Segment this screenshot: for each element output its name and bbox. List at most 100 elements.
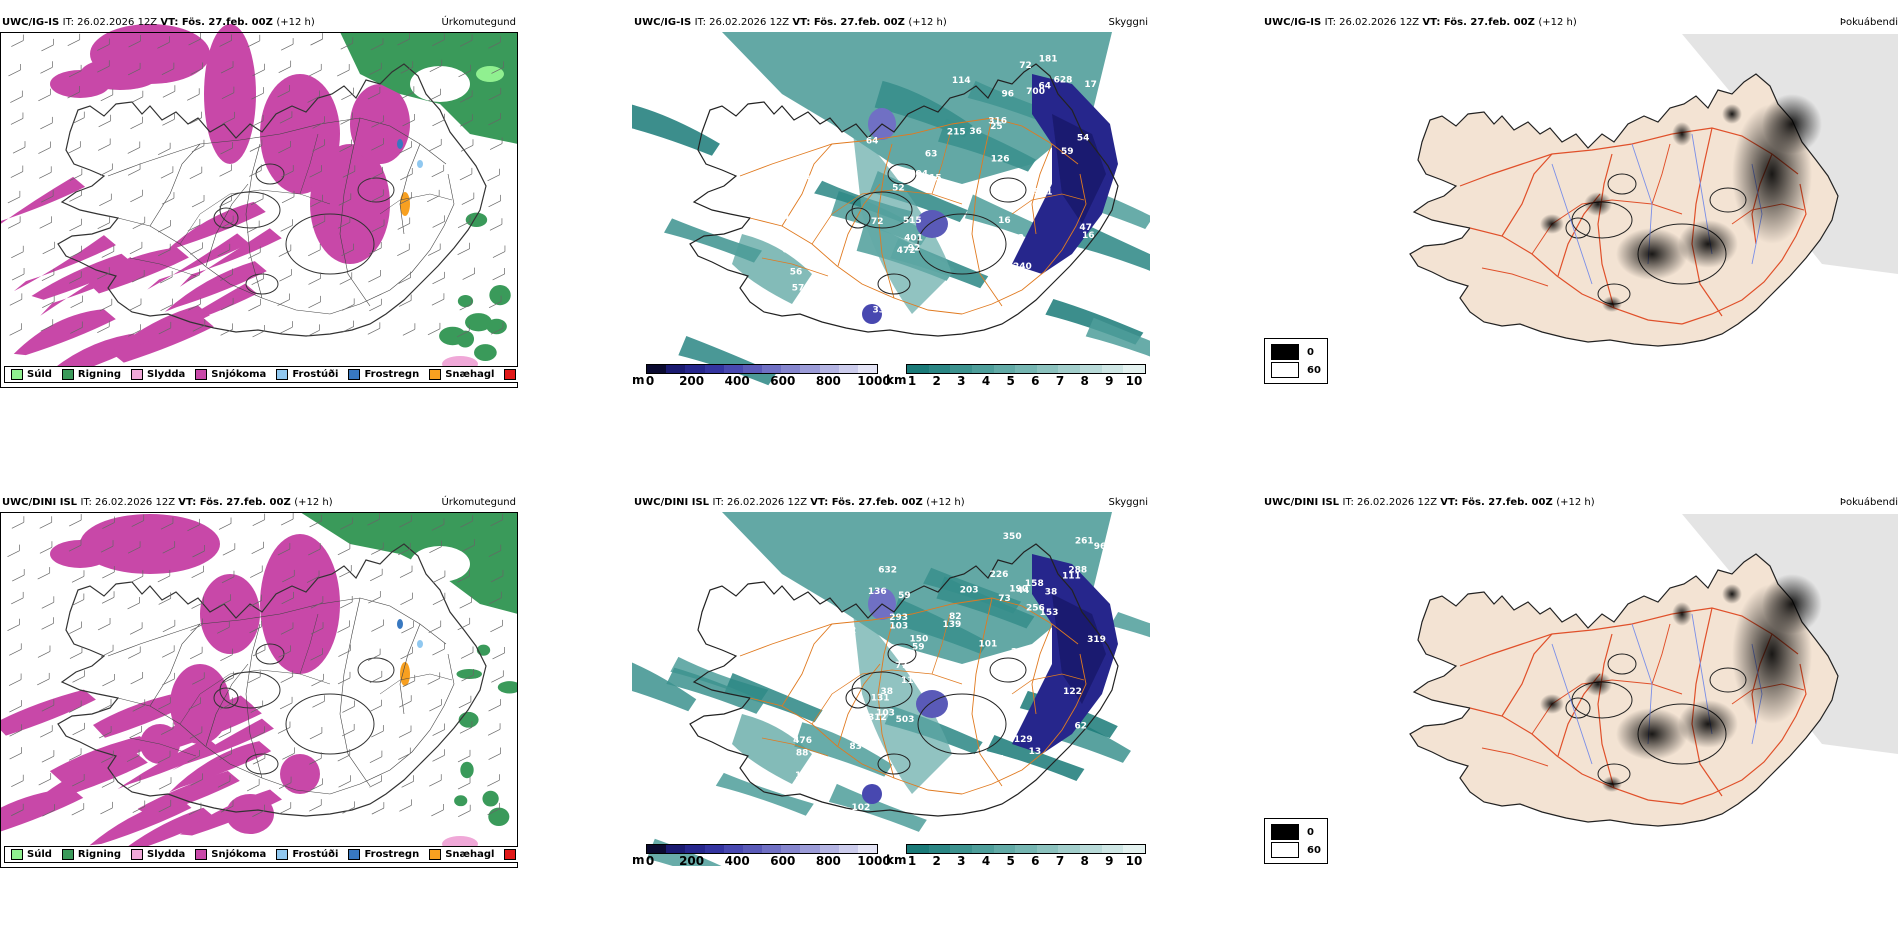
legend-label: 60 [1307, 364, 1321, 376]
colorbar-tick: 2 [932, 374, 941, 386]
cloud-base-label: 13 [1029, 747, 1042, 757]
road-line [1481, 267, 1549, 287]
cloud-base-label: 36 [969, 127, 982, 137]
colorbar-tick: 6 [1031, 374, 1040, 386]
precip-legend-item: Snjókoma [195, 849, 266, 860]
road-line [1031, 143, 1053, 235]
cloud-base-label: 316 [988, 116, 1007, 126]
cloud-base-label: 256 [1026, 603, 1045, 613]
iceland-map [57, 543, 487, 817]
road-line [129, 257, 197, 277]
panel-title: Úrkomutegund [441, 497, 516, 508]
precip-legend: Súld Rigning Slydda Snjókoma Frostúði Frostre… [4, 846, 518, 863]
road-line [117, 697, 331, 795]
snow-area [310, 144, 390, 264]
visibility-colorbar: km 1 2 3 4 5 6 7 8 9 10 [886, 844, 1146, 866]
road-line [245, 623, 263, 779]
init-time: 26.02.2026 12Z [1339, 17, 1423, 28]
panel-header: UWC/IG-IS IT: 26.02.2026 12Z VT: Fös. 27… [0, 14, 518, 34]
road-line [329, 653, 455, 795]
precip-legend-item: Snjókoma [195, 369, 266, 380]
glacier-outline [285, 693, 375, 755]
cloud-base-label: 95 [992, 755, 1005, 765]
cloud-base-label: 136 [868, 587, 887, 597]
it-label: IT: [1324, 17, 1340, 28]
colorbar-tick: 400 [724, 374, 750, 386]
fog-area [1678, 220, 1738, 268]
river-line [1551, 163, 1593, 285]
colorbar-tick: 1000 [857, 374, 891, 386]
colorbar-tick: 9 [1105, 854, 1114, 866]
it-label: IT: [62, 17, 78, 28]
rain-area [300, 512, 518, 614]
snow-area [164, 261, 267, 312]
run-info: UWC/DINI ISL IT: 26.02.2026 12Z VT: Fös.… [2, 494, 333, 512]
cloud-base-label: 101 [979, 640, 998, 650]
colorbar-tick: 4 [981, 854, 991, 866]
lead-time: (+12 h) [1556, 497, 1595, 508]
precip-legend-item: Frostregn [348, 369, 419, 380]
cloud-base-label: 59 [1061, 147, 1074, 157]
snow-area [49, 736, 152, 783]
road-line [299, 133, 319, 195]
legend-label: Frostregn [364, 849, 420, 860]
glacier-outline [1565, 217, 1591, 239]
cloud-base-label: 293 [889, 613, 908, 623]
cloud-base-label: 117 [773, 716, 792, 726]
precip-field [0, 24, 518, 380]
glacier-outline [917, 693, 1007, 755]
cloud-base-label: 257 [849, 771, 868, 781]
cloud-base-label: 231 [1011, 648, 1030, 658]
cloud-base-label: 628 [1054, 76, 1073, 86]
cloud-base-label: 215 [947, 127, 966, 137]
snow-area [280, 754, 320, 794]
legend-swatch [195, 369, 208, 380]
cloud-base-label: 252 [1005, 233, 1024, 243]
lead-time: (+12 h) [926, 497, 965, 508]
valid-time: Fös. 27.feb. 00Z [199, 497, 295, 508]
cloud-base-label: 153 [1040, 608, 1059, 618]
cloud-base-label: 103 [876, 709, 895, 719]
snow-area [50, 70, 110, 98]
road-line [739, 117, 1079, 177]
road-line [399, 623, 421, 715]
fog-area [1540, 214, 1564, 234]
visibility-field [632, 512, 1150, 866]
glacier-outline [917, 213, 1007, 275]
cloud-base-label: 82 [949, 612, 962, 622]
valid-time: Fös. 27.feb. 00Z [831, 497, 927, 508]
colorbar-tick: 200 [679, 854, 705, 866]
road-line [781, 623, 833, 707]
colorbar-tick: 3 [957, 854, 966, 866]
it-label: IT: [712, 497, 728, 508]
road-line [1469, 707, 1683, 805]
cloud-base-label: 96 [1001, 90, 1014, 100]
cloud-base-labels: 261 116 612 62 293 476 319 103 257 111 198 102 256 50… [773, 532, 1106, 813]
cloud-base-label: 59 [800, 175, 813, 185]
road-line [1651, 623, 1671, 685]
vt-label: VT: [160, 17, 182, 28]
road-line [749, 217, 963, 315]
precip-map [0, 512, 518, 866]
it-label: IT: [694, 17, 710, 28]
road-line [149, 623, 201, 707]
legend-swatch [11, 369, 23, 380]
panel-title: Skyggni [1108, 17, 1148, 28]
snow-area [107, 305, 210, 356]
snow-area [0, 689, 96, 736]
glacier-outline [851, 191, 913, 229]
road-line [781, 143, 833, 227]
road-line [117, 217, 331, 315]
precip-type-panel: UWC/IG-IS IT: 26.02.2026 12Z VT: Fös. 27… [0, 14, 518, 386]
cloud-map: 2611166126229347631910325711119810225650… [632, 512, 1150, 866]
glacier-outline [245, 273, 279, 295]
fog-area [1762, 574, 1822, 634]
snow-area [80, 514, 220, 574]
precip-legend-item: Rigning [61, 369, 121, 380]
road-line [961, 653, 1087, 795]
precip-legend-item: Slydda [131, 369, 185, 380]
cloud-base-label: 38 [1045, 588, 1058, 598]
colorbar-tick: 600 [770, 854, 796, 866]
glacier-outline [219, 191, 281, 229]
cloud-base-label: 16 [1082, 231, 1095, 241]
